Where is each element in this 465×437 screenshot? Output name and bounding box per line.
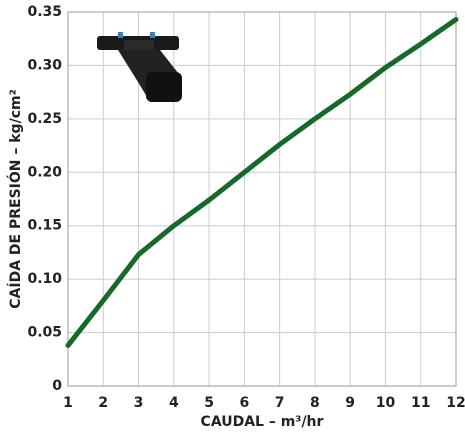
y-tick-label: 0.05 bbox=[27, 325, 62, 341]
y-tick-label: 0.35 bbox=[27, 4, 62, 20]
y-axis-title: CAÍDA DE PRESIÓN – kg/cm² bbox=[6, 89, 24, 308]
x-tick-label: 1 bbox=[63, 395, 73, 411]
x-tick-label: 5 bbox=[204, 395, 214, 411]
plot-frame bbox=[67, 11, 457, 387]
y-tick-label: 0.20 bbox=[27, 164, 62, 180]
x-axis-title: CAUDAL – m³/hr bbox=[201, 414, 324, 430]
x-tick-label: 10 bbox=[376, 395, 396, 411]
x-tick-label: 3 bbox=[134, 395, 144, 411]
x-tick-label: 12 bbox=[446, 395, 465, 411]
x-tick-label: 9 bbox=[345, 395, 355, 411]
y-tick-label: 0.10 bbox=[27, 271, 62, 287]
y-tick-label: 0.30 bbox=[27, 57, 62, 73]
x-tick-label: 2 bbox=[98, 395, 108, 411]
filter-image bbox=[97, 32, 182, 102]
y-tick-label: 0.15 bbox=[27, 218, 62, 234]
x-tick-label: 4 bbox=[169, 395, 179, 411]
data-line bbox=[65, 16, 459, 348]
y-tick-label: 0.25 bbox=[27, 111, 62, 127]
x-tick-label: 11 bbox=[411, 395, 430, 411]
x-tick-label: 8 bbox=[310, 395, 320, 411]
x-tick-label: 7 bbox=[275, 395, 285, 411]
y-tick-label: 0 bbox=[52, 378, 62, 394]
x-tick-label: 6 bbox=[239, 395, 249, 411]
